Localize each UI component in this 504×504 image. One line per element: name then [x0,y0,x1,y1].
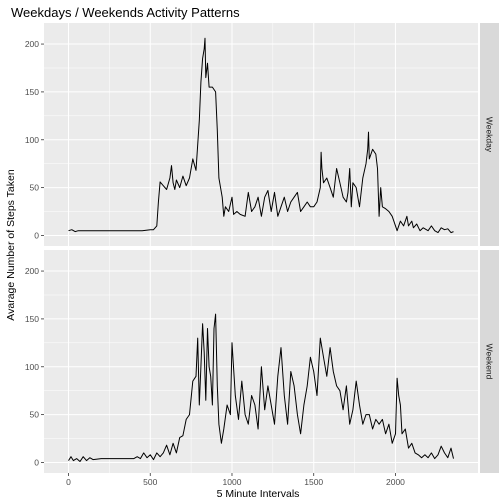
y-tick-label: 50 [30,183,40,193]
x-tick-label: 0 [66,477,71,487]
y-tick-label: 150 [25,87,39,97]
chart-title: Weekdays / Weekends Activity Patterns [11,5,240,20]
x-tick-label: 1000 [223,477,242,487]
x-tick-label: 2000 [386,477,405,487]
y-tick-label: 200 [25,266,39,276]
y-tick-label: 200 [25,39,39,49]
y-tick-label: 0 [34,457,39,467]
x-tick-label: 1500 [304,477,323,487]
strip-label-weekday: Weekday [485,117,495,153]
panel-weekend: 0 50 100 150 200 Weekend [25,250,499,473]
x-axis-label: 5 Minute Intervals [217,488,300,500]
panel-weekday: 0 50 100 150 200 Weekday [25,23,499,246]
y-axis-label: Avarage Number of Steps Taken [5,169,17,321]
y-tick-label: 0 [34,230,39,240]
strip-label-weekend: Weekend [485,344,495,380]
y-tick-label: 50 [30,410,40,420]
x-tick-label: 500 [143,477,157,487]
y-tick-label: 100 [25,135,39,145]
y-tick-label: 100 [25,362,39,372]
y-tick-label: 150 [25,314,39,324]
panel-background [44,250,478,473]
x-axis: 0 500 1000 1500 2000 [66,473,405,487]
